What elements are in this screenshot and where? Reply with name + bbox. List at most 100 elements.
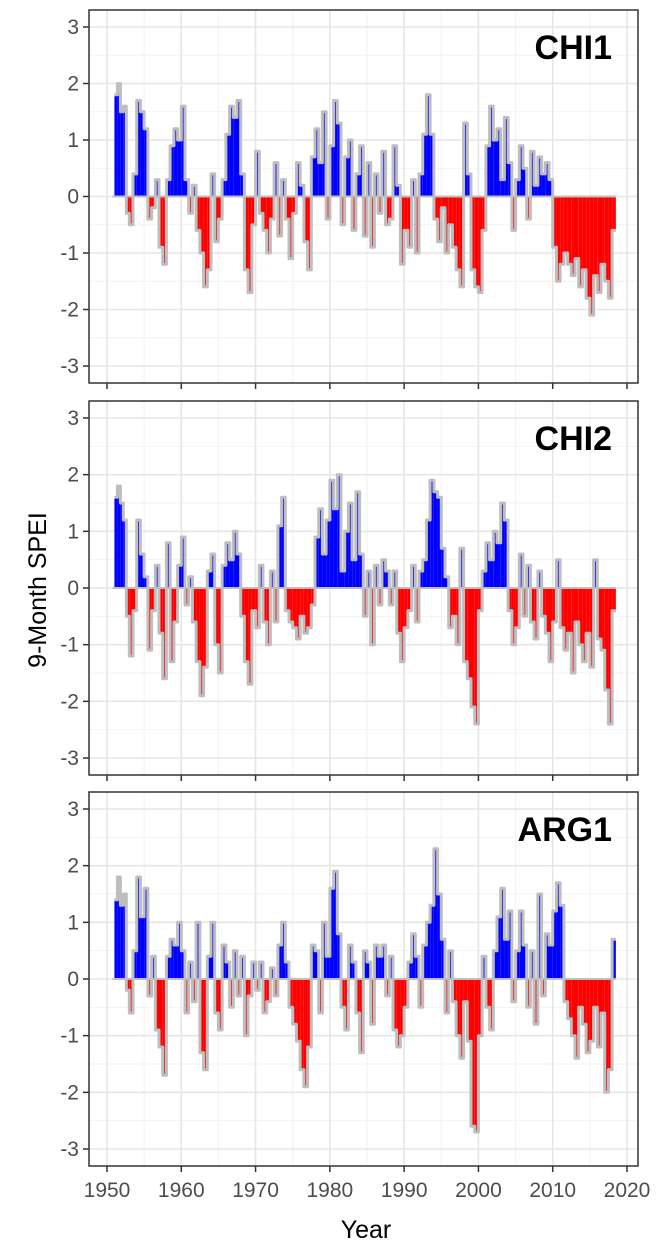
spei-bar: [612, 588, 616, 611]
spei-bar: [255, 588, 260, 628]
spei-bar: [311, 156, 315, 197]
spei-bar: [292, 196, 297, 214]
spei-bar: [281, 922, 286, 979]
spei-bar: [575, 588, 579, 622]
spei-bar: [348, 945, 353, 979]
spei-bar: [203, 588, 208, 668]
y-tick-label: 1: [67, 129, 79, 152]
spei-bar: [248, 979, 252, 996]
y-tick-label: -1: [60, 242, 79, 265]
spei-bar: [571, 588, 575, 673]
spei-bar: [114, 94, 118, 197]
spei-bar: [504, 939, 509, 979]
spei-bar: [207, 956, 211, 979]
spei-line: [114, 473, 616, 726]
y-tick-label: -1: [60, 1025, 79, 1048]
spei-bar: [348, 503, 353, 588]
spei-bar: [367, 571, 371, 588]
x-tick-label: 1960: [158, 1179, 205, 1202]
spei-bar: [604, 979, 609, 1093]
spei-bar: [404, 588, 408, 628]
spei-bar: [545, 588, 549, 634]
spei-bar: [218, 588, 223, 673]
y-tick-label: -1: [60, 634, 79, 657]
y-tick-label: 3: [67, 16, 79, 39]
spei-bar: [489, 559, 494, 588]
spei-bar: [270, 571, 275, 588]
spei-bar: [140, 111, 145, 197]
spei-bar: [459, 196, 464, 287]
spei-bar: [433, 848, 438, 979]
spei-bar: [170, 588, 174, 662]
spei-bar: [315, 950, 319, 979]
spei-bar: [233, 117, 237, 197]
spei-bar: [129, 588, 133, 656]
spei-bar: [337, 474, 341, 588]
spei-bar: [307, 979, 312, 1047]
x-tick-label: 2000: [455, 1179, 502, 1202]
spei-bar: [575, 196, 579, 259]
spei-bar: [166, 956, 171, 979]
spei-bar: [381, 945, 386, 979]
spei-bar: [601, 979, 605, 1013]
spei-bar: [415, 588, 419, 622]
spei-bar: [441, 196, 445, 208]
spei-bar: [196, 196, 200, 231]
spei-bar: [159, 979, 163, 1047]
spei-bar: [259, 196, 263, 214]
spei-bar: [448, 588, 453, 628]
spei-line: [114, 847, 616, 1134]
spei-bar: [177, 922, 182, 979]
spei-bar: [229, 559, 234, 588]
x-tick-label: 2010: [529, 1179, 576, 1202]
spei-bar: [326, 956, 330, 979]
spei-bar: [192, 185, 197, 197]
spei-bar: [303, 979, 308, 1087]
panel-title: CHI1: [535, 29, 612, 67]
spei-bar: [117, 83, 121, 197]
spei-bar: [586, 979, 590, 1053]
spei-bar: [173, 128, 178, 197]
spei-bar: [511, 979, 516, 1002]
spei-bar: [497, 542, 501, 588]
spei-bar: [303, 588, 308, 634]
spei-bar: [511, 196, 516, 231]
spei-bar: [601, 588, 605, 651]
spei-bar: [393, 571, 397, 588]
spei-bar: [237, 100, 241, 197]
spei-bar: [534, 588, 538, 639]
spei-bar: [485, 542, 490, 588]
spei-bar: [185, 979, 189, 1013]
spei-bar: [159, 196, 163, 248]
spei-bar: [322, 554, 327, 588]
spei-bar: [612, 196, 616, 231]
spei-bar: [248, 588, 252, 685]
spei-bar: [166, 179, 171, 197]
spei-bar: [337, 933, 341, 979]
spei-bar: [448, 950, 453, 979]
spei-bar: [612, 939, 616, 979]
y-axis-title: 9-Month SPEI: [24, 512, 52, 668]
spei-bar: [537, 571, 542, 588]
spei-bar: [563, 979, 568, 1002]
spei-bar: [608, 588, 613, 724]
spei-bar: [452, 196, 457, 248]
spei-bar: [549, 945, 553, 979]
spei-bar: [359, 145, 364, 197]
spei-bar: [433, 196, 438, 220]
spei-bar: [211, 922, 215, 979]
spei-bar: [459, 979, 464, 1059]
spei-bar: [307, 196, 312, 270]
spei-bar: [467, 173, 471, 197]
spei-bar: [378, 956, 382, 979]
spei-bar: [363, 588, 367, 617]
spei-bar: [185, 179, 189, 197]
spei-bar: [207, 571, 211, 588]
spei-bar: [289, 979, 293, 1008]
spei-bar: [218, 196, 223, 220]
spei-bar: [225, 134, 230, 197]
y-tick-label: -3: [60, 1138, 79, 1161]
spei-bar: [456, 588, 460, 645]
spei-bar: [604, 196, 609, 282]
spei-bar: [419, 173, 423, 197]
